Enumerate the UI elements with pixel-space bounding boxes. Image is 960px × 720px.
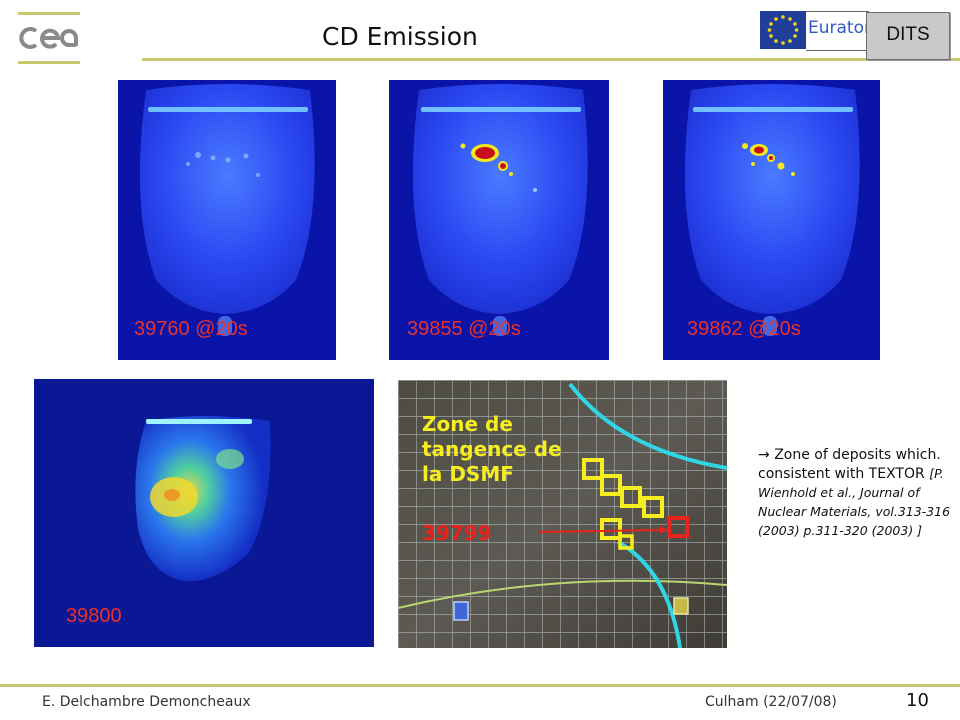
- euratom-label: Euratom: [808, 18, 868, 38]
- camera-frame-39760: 39760 @20s: [118, 80, 336, 360]
- divertor-photo: Zone de tangence de la DSMF 39799: [398, 380, 727, 648]
- header-divider: [142, 58, 960, 61]
- zone-label-line-1: Zone de: [422, 412, 513, 436]
- shot-label: 39800: [66, 605, 122, 627]
- dits-label: DITS: [886, 24, 930, 45]
- zone-label-line-2: tangence de: [422, 437, 562, 461]
- plasma-image: [118, 80, 336, 360]
- footer-venue: Culham (22/07/08): [705, 694, 837, 710]
- footer-divider: [0, 684, 960, 687]
- page-number: 10: [906, 690, 929, 711]
- shot-label: 39855 @20s: [407, 318, 521, 340]
- note-text: Zone of deposits which. consistent with …: [758, 447, 941, 482]
- note-reference: [P. Wienhold et al., Journal of Nuclear …: [758, 466, 951, 538]
- eu-flag-icon: [760, 11, 806, 49]
- plasma-image: [389, 80, 609, 360]
- photo-image: [398, 380, 727, 648]
- cea-logo: [18, 12, 80, 64]
- deposit-note: → Zone of deposits which. consistent wit…: [758, 446, 958, 541]
- shot-label: 39760 @20s: [134, 318, 248, 340]
- camera-frame-39862: 39862 @20s: [663, 80, 880, 360]
- arrow-icon: →: [758, 447, 770, 463]
- zone-label-line-3: la DSMF: [422, 462, 514, 486]
- shot-label: 39862 @20s: [687, 318, 801, 340]
- slide-title: CD Emission: [322, 22, 478, 51]
- plasma-image: [663, 80, 880, 360]
- plasma-image: [34, 379, 374, 647]
- dits-badge: DITS: [866, 12, 950, 60]
- footer-author: E. Delchambre Demoncheaux: [42, 694, 251, 710]
- euratom-logo: Euratom: [806, 11, 869, 51]
- camera-frame-39800: 39800: [34, 379, 374, 647]
- photo-shot-number: 39799: [422, 521, 492, 545]
- camera-frame-39855: 39855 @20s: [389, 80, 609, 360]
